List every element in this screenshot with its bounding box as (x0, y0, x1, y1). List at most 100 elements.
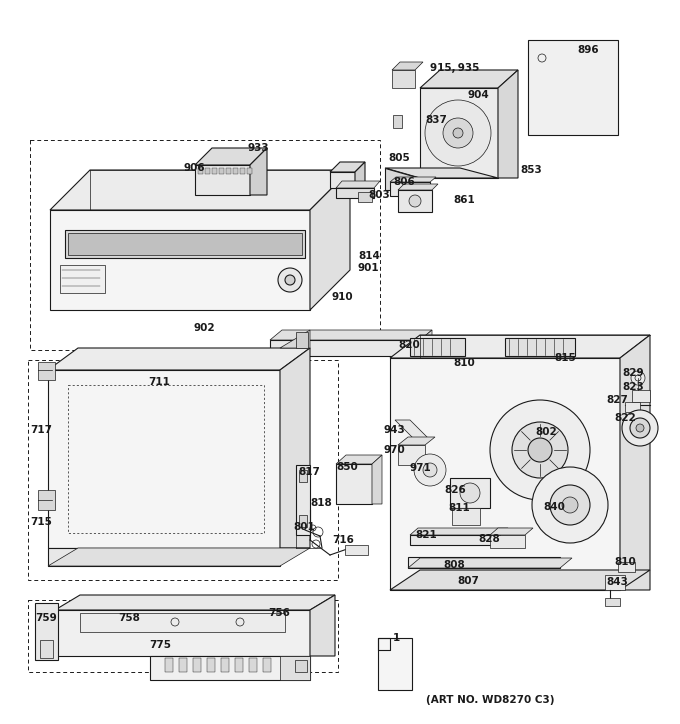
Polygon shape (336, 455, 382, 464)
Text: 821: 821 (415, 530, 437, 540)
Text: 758: 758 (118, 613, 140, 623)
Text: 904: 904 (468, 90, 490, 100)
Text: 802: 802 (535, 427, 557, 437)
Polygon shape (408, 557, 560, 568)
Text: 843: 843 (606, 577, 628, 587)
Polygon shape (336, 188, 374, 198)
Bar (235, 658, 243, 672)
Circle shape (490, 400, 590, 500)
Polygon shape (490, 528, 533, 535)
Text: 829: 829 (622, 368, 644, 378)
Circle shape (443, 118, 473, 148)
Polygon shape (398, 445, 425, 465)
Polygon shape (390, 335, 650, 358)
Polygon shape (358, 192, 372, 202)
Bar (226, 168, 231, 174)
Polygon shape (310, 595, 335, 656)
Text: 1: 1 (393, 633, 401, 643)
Polygon shape (528, 40, 618, 135)
Polygon shape (420, 88, 498, 178)
Polygon shape (390, 182, 430, 196)
Polygon shape (498, 70, 518, 178)
Circle shape (562, 497, 578, 513)
Polygon shape (390, 570, 650, 590)
Polygon shape (390, 358, 620, 590)
Polygon shape (505, 338, 575, 356)
Bar (207, 658, 215, 672)
Polygon shape (65, 230, 305, 258)
Polygon shape (55, 595, 335, 610)
Text: 801: 801 (293, 522, 315, 532)
Text: 820: 820 (398, 340, 420, 350)
Polygon shape (150, 656, 310, 680)
Polygon shape (250, 148, 267, 195)
Polygon shape (605, 598, 620, 606)
Polygon shape (410, 338, 465, 356)
Polygon shape (50, 170, 350, 210)
Bar (179, 658, 187, 672)
Bar (193, 658, 201, 672)
Text: 826: 826 (444, 485, 466, 495)
Polygon shape (625, 402, 640, 412)
Bar (249, 658, 257, 672)
Polygon shape (410, 528, 508, 535)
Text: 717: 717 (30, 425, 52, 435)
Polygon shape (385, 168, 498, 178)
Bar (296, 332, 308, 348)
Text: 971: 971 (410, 463, 432, 473)
Text: 811: 811 (448, 503, 470, 513)
Circle shape (460, 483, 480, 503)
Circle shape (425, 100, 491, 166)
Text: 943: 943 (384, 425, 406, 435)
Polygon shape (392, 70, 415, 88)
Bar (205, 168, 210, 174)
Polygon shape (296, 465, 310, 535)
Text: 808: 808 (443, 560, 464, 570)
Text: 827: 827 (606, 395, 628, 405)
Circle shape (630, 418, 650, 438)
Polygon shape (605, 575, 625, 590)
Text: 806: 806 (393, 177, 415, 187)
Bar (221, 658, 229, 672)
Polygon shape (390, 177, 436, 182)
Text: 810: 810 (614, 557, 636, 567)
Polygon shape (38, 490, 55, 510)
Text: 902: 902 (193, 323, 215, 333)
Polygon shape (80, 613, 285, 632)
Circle shape (532, 467, 608, 543)
Text: 840: 840 (543, 502, 565, 512)
Bar (295, 660, 307, 672)
Polygon shape (452, 508, 480, 525)
Polygon shape (372, 455, 382, 504)
Polygon shape (420, 330, 432, 356)
Circle shape (622, 410, 658, 446)
Bar (233, 168, 238, 174)
Bar (60, 265, 105, 293)
Text: 756: 756 (268, 608, 290, 618)
Polygon shape (48, 548, 310, 566)
Polygon shape (632, 390, 650, 402)
Polygon shape (330, 162, 365, 172)
Polygon shape (68, 233, 302, 255)
Text: 817: 817 (298, 467, 320, 477)
Bar (40, 640, 53, 658)
Circle shape (636, 424, 644, 432)
Circle shape (550, 485, 590, 525)
Polygon shape (395, 420, 430, 440)
Text: (ART NO. WD8270 C3): (ART NO. WD8270 C3) (426, 695, 554, 705)
Text: 759: 759 (35, 613, 56, 623)
Text: 775: 775 (149, 640, 171, 650)
Text: 716: 716 (332, 535, 354, 545)
Bar (219, 168, 224, 174)
Polygon shape (280, 348, 310, 548)
Polygon shape (280, 330, 310, 348)
Polygon shape (393, 115, 402, 128)
Polygon shape (398, 437, 435, 445)
Bar (28, 360, 338, 580)
Polygon shape (270, 340, 420, 356)
Polygon shape (410, 535, 500, 545)
Polygon shape (355, 162, 365, 188)
Text: 810: 810 (453, 358, 475, 368)
Text: 715: 715 (30, 517, 52, 527)
Polygon shape (270, 330, 432, 340)
